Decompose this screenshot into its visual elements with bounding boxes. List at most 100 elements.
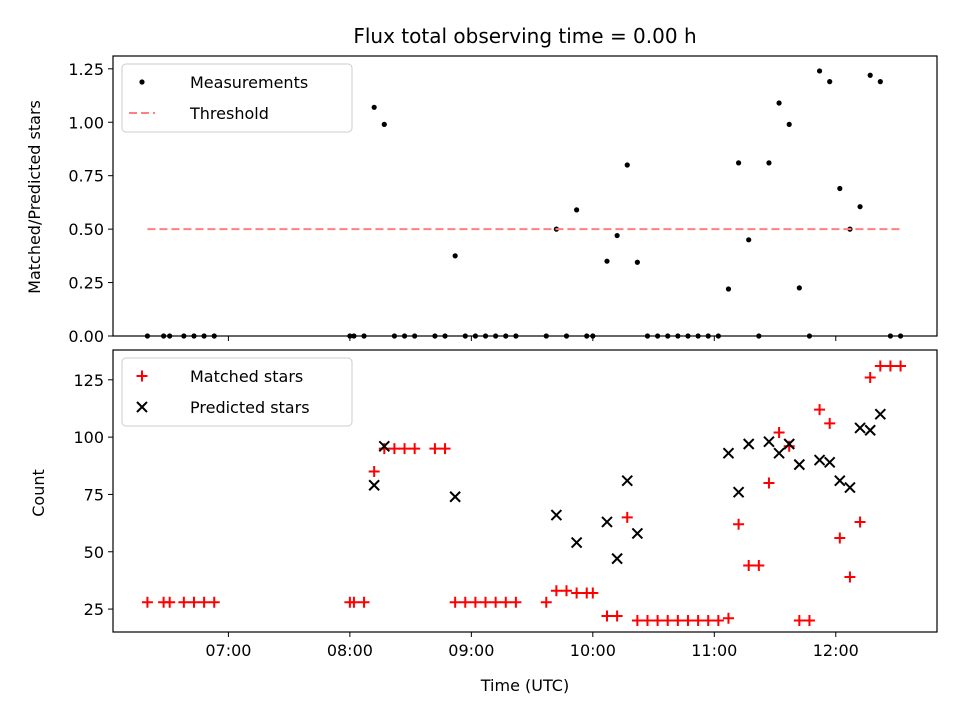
matched-star-point <box>490 596 502 608</box>
y-tick-label: 125 <box>73 371 104 390</box>
measurement-point <box>685 333 691 339</box>
measurement-point <box>806 333 813 339</box>
measurement-point <box>513 333 519 339</box>
matched-star-point <box>409 443 421 455</box>
matched-star-point <box>631 615 643 627</box>
matched-star-point <box>874 360 886 372</box>
measurement-point <box>590 333 596 339</box>
matched-star-point <box>368 466 380 478</box>
measurement-point <box>867 72 873 78</box>
legend-label: Threshold <box>189 104 269 123</box>
matched-star-point <box>449 596 461 608</box>
measurement-point <box>472 333 478 339</box>
matched-star-point <box>712 615 724 627</box>
legend: Measurements Threshold <box>121 63 353 133</box>
measurement-point <box>563 333 570 339</box>
measurement-point <box>766 160 772 166</box>
matched-star-point <box>662 615 674 627</box>
measurement-point <box>191 333 197 339</box>
matched-star-point <box>803 615 815 627</box>
legend-box <box>121 63 353 133</box>
measurement-point <box>725 286 732 292</box>
measurement-point <box>351 333 357 339</box>
measurement-point <box>735 160 742 166</box>
matched-star-point <box>783 440 795 452</box>
measurement-point <box>857 204 863 210</box>
matched-star-point <box>895 360 907 372</box>
predicted-star-point <box>813 454 826 466</box>
y-tick-label: 0.75 <box>68 167 104 186</box>
matched-star-point <box>141 596 153 608</box>
predicted-star-point <box>844 481 856 494</box>
legend-label: Predicted stars <box>190 398 310 417</box>
top-y-axis-label: Matched/Predicted stars <box>25 100 44 294</box>
measurement-point <box>161 333 167 339</box>
matched-star-point <box>429 443 441 455</box>
matched-star-point <box>601 610 613 622</box>
x-tick-label: 08:00 <box>327 641 373 660</box>
matched-star-point <box>743 560 755 572</box>
matched-star-point <box>814 404 826 416</box>
predicted-star-point <box>793 458 806 471</box>
measurement-point <box>816 68 823 74</box>
measurement-point <box>776 100 782 106</box>
matched-star-point <box>834 532 846 544</box>
y-tick-label: 1.25 <box>68 60 104 79</box>
predicted-star-point <box>823 456 836 469</box>
predicted-star-point <box>570 536 583 549</box>
predicted-star-point <box>773 447 785 459</box>
measurement-point <box>827 79 833 85</box>
measurement-point <box>181 333 187 339</box>
predicted-star-point <box>763 435 775 448</box>
legend-box <box>121 357 353 427</box>
legend-swatch-measurements <box>139 79 145 85</box>
matched-star-point <box>722 612 734 624</box>
predicted-star-point <box>783 438 795 450</box>
series-matched-stars <box>141 360 907 627</box>
measurement-point <box>897 333 904 339</box>
measurement-point <box>665 333 671 339</box>
matched-star-point <box>652 615 664 627</box>
predicted-star-point <box>611 552 623 565</box>
predicted-star-point <box>378 440 390 453</box>
matched-star-point <box>611 610 623 622</box>
matched-star-point <box>733 518 745 530</box>
x-axis-label: Time (UTC) <box>480 676 569 695</box>
measurement-point <box>493 333 499 339</box>
measurement-point <box>412 333 418 339</box>
matched-star-point <box>884 360 896 372</box>
predicted-star-point <box>631 527 644 540</box>
x-tick-label: 11:00 <box>691 641 737 660</box>
matched-star-point <box>587 587 599 599</box>
bottom-panel: 25 50 75 100 125 07:00 08:00 09:00 10:00 11:00 12:… <box>73 349 938 660</box>
matched-star-point <box>164 596 176 608</box>
measurement-point <box>837 185 843 192</box>
measurement-point <box>877 79 883 85</box>
matched-star-point <box>510 596 522 608</box>
matched-star-point <box>388 443 400 455</box>
predicted-star-point <box>449 491 461 503</box>
measurement-point <box>715 333 721 339</box>
x-tick-label: 10:00 <box>570 641 616 660</box>
matched-star-point <box>439 443 451 455</box>
predicted-star-point <box>732 486 745 498</box>
top-panel: 0.00 0.25 0.50 0.75 1.00 1.25 Measurements Thre… <box>68 55 938 346</box>
plot-frame <box>112 349 938 633</box>
matched-star-point <box>763 477 775 489</box>
predicted-star-point <box>854 422 866 434</box>
matched-star-point <box>753 560 765 572</box>
y-tick-label: 0.50 <box>68 220 104 239</box>
measurement-point <box>655 333 661 339</box>
measurement-point <box>796 285 802 291</box>
matched-star-point <box>459 596 471 608</box>
legend-label: Matched stars <box>190 367 303 386</box>
predicted-star-point <box>722 447 735 459</box>
measurement-point <box>614 232 620 239</box>
y-tick-label: 50 <box>84 543 104 562</box>
x-tick-label: 12:00 <box>813 641 859 660</box>
measurement-point <box>503 333 509 339</box>
measurement-point <box>144 333 151 339</box>
y-tick-label: 0.25 <box>68 274 104 293</box>
predicted-star-point <box>601 516 613 528</box>
predicted-star-point <box>368 479 380 491</box>
